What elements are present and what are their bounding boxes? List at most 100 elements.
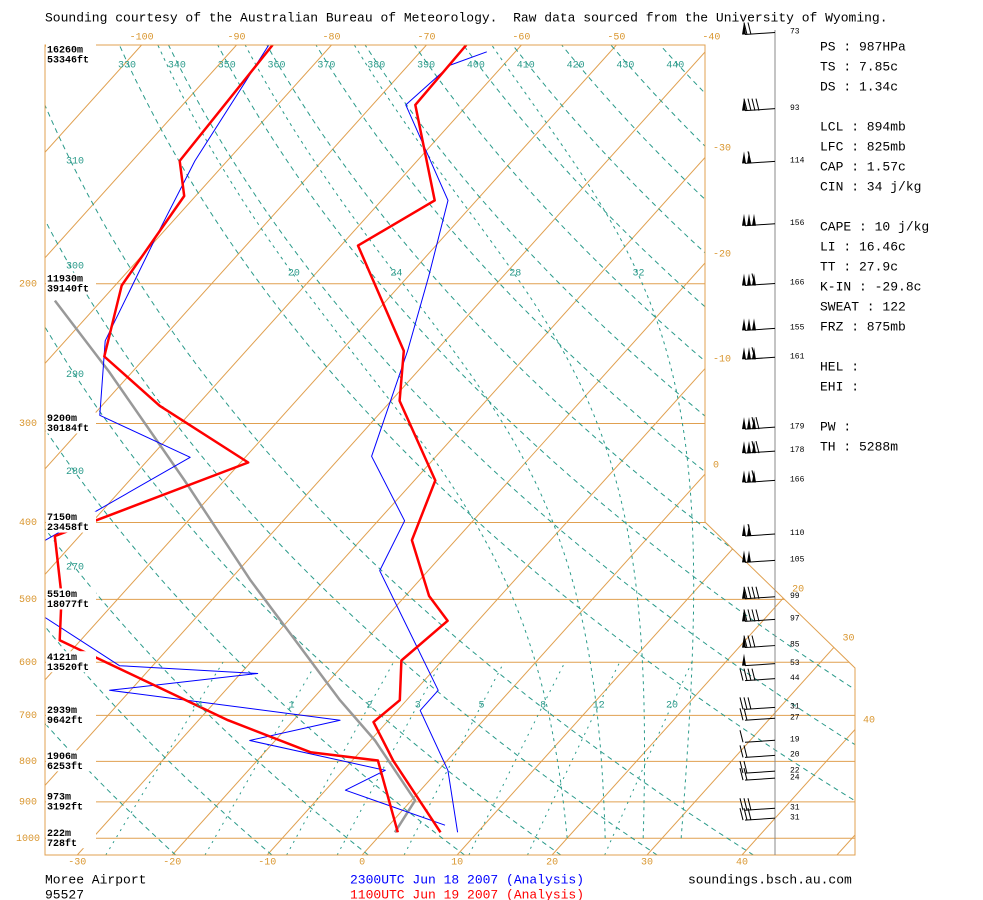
height-box bbox=[46, 827, 96, 849]
y-tick-label: 400 bbox=[19, 518, 37, 529]
wind-barb bbox=[739, 730, 744, 743]
height-ft: 30184ft bbox=[47, 423, 89, 435]
dry-adiabat-label: 440 bbox=[666, 61, 684, 72]
wind-flag bbox=[742, 609, 746, 622]
right-tick-label: 0 bbox=[713, 461, 719, 472]
wind-barb bbox=[739, 697, 744, 710]
dry-adiabat bbox=[45, 45, 369, 855]
right-tick-label: 20 bbox=[792, 585, 804, 596]
mixing-ratio-label: 2 bbox=[367, 701, 373, 712]
index-line: CAP : 1.57c bbox=[820, 159, 906, 174]
dry-adiabat-label: 370 bbox=[317, 61, 335, 72]
wind-staff bbox=[744, 739, 776, 743]
wind-flag bbox=[742, 273, 746, 286]
height-m: 222m bbox=[47, 829, 71, 840]
right-tick-label: 30 bbox=[842, 634, 854, 645]
height-box bbox=[46, 511, 96, 533]
dry-adiabat-label: 360 bbox=[268, 61, 286, 72]
wind-staff bbox=[744, 645, 776, 649]
wind-flag bbox=[742, 653, 746, 666]
top-tick-label: -60 bbox=[512, 33, 530, 44]
dry-adiabat-label: 300 bbox=[66, 262, 84, 273]
wind-flag bbox=[742, 524, 746, 537]
wind-barb bbox=[743, 98, 748, 111]
wind-label: 22 bbox=[790, 766, 800, 775]
wind-barb bbox=[747, 668, 752, 681]
dewpoint-profile bbox=[45, 45, 446, 826]
right-tick-label: 40 bbox=[863, 716, 875, 727]
wind-flag bbox=[752, 213, 756, 226]
wind-label: 85 bbox=[790, 641, 800, 650]
wind-label: 73 bbox=[790, 28, 800, 37]
isotherm bbox=[45, 45, 617, 855]
wind-barb bbox=[755, 98, 760, 111]
wind-staff bbox=[744, 717, 776, 721]
mixing-ratio-line bbox=[204, 661, 318, 855]
wind-flag bbox=[752, 318, 756, 331]
x-tick-label: 30 bbox=[641, 858, 653, 869]
isotherm bbox=[45, 45, 237, 855]
wind-staff bbox=[744, 678, 776, 682]
height-ft: 53346ft bbox=[47, 55, 89, 67]
dry-adiabat-label: 380 bbox=[367, 61, 385, 72]
wind-label: 31 bbox=[790, 803, 800, 812]
index-line: K-IN : -29.8c bbox=[820, 279, 921, 294]
right-tick-label: -30 bbox=[713, 144, 731, 155]
wind-label: 27 bbox=[790, 713, 800, 722]
wind-label: 31 bbox=[790, 702, 800, 711]
isotherm bbox=[45, 45, 712, 855]
wind-barb bbox=[747, 635, 752, 648]
wind-barb bbox=[739, 768, 744, 781]
dry-adiabat-label: 400 bbox=[467, 61, 485, 72]
legend-entry: 2300UTC Jun 18 2007 (Analysis) bbox=[350, 872, 584, 887]
mixing-ratio-line bbox=[468, 661, 566, 855]
height-ft: 13520ft bbox=[47, 662, 89, 674]
wind-barb bbox=[739, 668, 744, 681]
wind-barb bbox=[751, 668, 756, 681]
wind-flag bbox=[747, 318, 751, 331]
mixing-ratio-line bbox=[336, 661, 442, 855]
dry-adiabat bbox=[168, 45, 855, 855]
dry-adiabat bbox=[45, 45, 465, 855]
wind-staff bbox=[744, 706, 776, 710]
wind-flag bbox=[742, 347, 746, 360]
height-box bbox=[46, 588, 96, 610]
wind-label: 110 bbox=[790, 529, 805, 538]
index-line: CAPE : 10 j/kg bbox=[820, 219, 929, 234]
wind-label: 178 bbox=[790, 446, 805, 455]
index-line: TS : 7.85c bbox=[820, 59, 898, 74]
dry-adiabat bbox=[45, 45, 273, 855]
dry-adiabat-label: 280 bbox=[66, 467, 84, 478]
y-tick-label: 500 bbox=[19, 595, 37, 606]
wind-flag bbox=[742, 635, 746, 648]
wind-barb bbox=[743, 768, 748, 781]
wind-label: 179 bbox=[790, 422, 805, 431]
x-tick-label: 40 bbox=[736, 858, 748, 869]
x-tick-label: 20 bbox=[546, 858, 558, 869]
wind-staff bbox=[744, 618, 776, 622]
mixing-ratio-label: 12 bbox=[593, 701, 605, 712]
wind-barb bbox=[743, 697, 748, 710]
mixing-ratio-label: 1 bbox=[289, 701, 295, 712]
wind-flag bbox=[742, 98, 746, 111]
wind-label: 53 bbox=[790, 659, 800, 668]
x-tick-label: -30 bbox=[68, 858, 86, 869]
wind-label: 44 bbox=[790, 674, 800, 683]
wind-barb bbox=[739, 745, 744, 758]
wind-label: 97 bbox=[790, 615, 800, 624]
isotherm bbox=[45, 45, 332, 855]
wind-barb bbox=[751, 417, 756, 430]
dry-adiabat-label: 330 bbox=[118, 61, 136, 72]
wind-label: 99 bbox=[790, 592, 800, 601]
wind-barb bbox=[747, 22, 752, 35]
wind-label: 24 bbox=[790, 773, 800, 782]
top-tick-label: -90 bbox=[228, 33, 246, 44]
wind-staff bbox=[744, 770, 776, 774]
mixing-ratio-label: 3 bbox=[415, 701, 421, 712]
temperature-profile bbox=[356, 45, 468, 833]
isotherm bbox=[45, 45, 522, 855]
height-box bbox=[46, 412, 96, 434]
wind-staff bbox=[744, 108, 776, 112]
height-m: 1906m bbox=[47, 752, 77, 763]
wind-label: 166 bbox=[790, 476, 805, 485]
